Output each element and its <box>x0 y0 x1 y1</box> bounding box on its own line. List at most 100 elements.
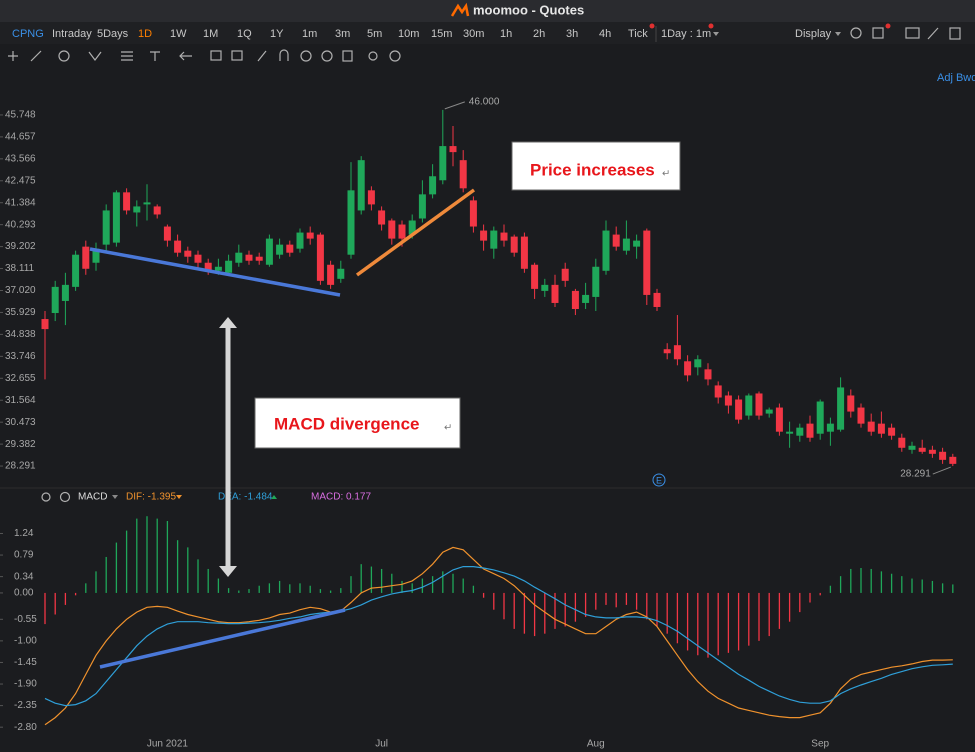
move-tool[interactable] <box>8 51 18 61</box>
camera-icon[interactable] <box>905 27 920 39</box>
hide-tool[interactable] <box>321 50 333 62</box>
candle-body <box>51 286 59 314</box>
low-label: 28.291 <box>900 469 931 480</box>
annotations: Price increases ↵ MACD divergence ↵ <box>89 141 681 669</box>
period-tab[interactable]: 3m <box>335 28 350 40</box>
candle-body <box>41 319 49 330</box>
period-tab[interactable]: 1m <box>302 28 317 40</box>
fib-tool[interactable] <box>121 51 133 61</box>
y-tick-label: 43.566 <box>5 153 36 164</box>
y-tick-label: 0.34 <box>14 571 34 582</box>
dropdown-caret[interactable] <box>112 495 118 499</box>
period-tab[interactable]: 30m <box>463 28 484 40</box>
y-tick-label: 1.24 <box>14 528 34 539</box>
candle-body <box>531 264 539 289</box>
period-tab[interactable]: 1D <box>138 28 152 40</box>
y-tick-label: 45.748 <box>5 110 36 121</box>
period-tab[interactable]: Tick <box>628 28 648 40</box>
copy-icon[interactable] <box>949 27 961 40</box>
period-tab[interactable]: 10m <box>398 28 419 40</box>
y-tick-label: 0.00 <box>14 588 34 599</box>
y-tick-label: 29.382 <box>5 439 36 450</box>
candle-body <box>153 206 161 215</box>
indicator-settings[interactable] <box>41 492 51 502</box>
candle-body <box>225 260 233 273</box>
caret[interactable] <box>835 32 841 36</box>
note-tool[interactable] <box>210 50 222 61</box>
dif-trend <box>176 495 182 499</box>
y-tick-label: 34.838 <box>5 329 36 340</box>
period-tab[interactable]: 4h <box>599 28 611 40</box>
drawing-toolbar <box>0 44 975 68</box>
window-title: moomoo - Quotes <box>473 2 584 17</box>
layout-icon[interactable] <box>872 27 884 39</box>
y-tick-label: -1.45 <box>14 657 37 668</box>
adjust-mode[interactable]: Adj Bwd <box>937 72 975 84</box>
candle-body <box>582 294 590 303</box>
line-tool[interactable] <box>30 50 42 62</box>
caret[interactable] <box>713 32 719 36</box>
text-tool[interactable] <box>150 51 160 61</box>
indicator-name[interactable]: MACD <box>78 492 107 503</box>
delete-tool[interactable] <box>342 50 353 62</box>
period-tab[interactable]: Intraday <box>52 28 92 40</box>
settings-tool[interactable] <box>389 50 401 62</box>
symbol[interactable]: CPNG <box>12 28 44 40</box>
x-tick-label: Jul <box>375 739 388 750</box>
period-tab[interactable]: 1h <box>500 28 512 40</box>
link-tool[interactable] <box>368 51 378 61</box>
candle-body <box>653 292 661 307</box>
macd-panel: MACD DIF: -1.395 DEA: -1.484 MACD: 0.177 1.2… <box>0 487 975 750</box>
candle-body <box>133 206 141 213</box>
period-tab[interactable]: 5m <box>367 28 382 40</box>
earnings-circle[interactable] <box>652 473 666 487</box>
indicator-close[interactable] <box>59 491 71 503</box>
arrow-tool[interactable] <box>179 51 192 61</box>
candle-body <box>367 190 375 205</box>
candle-body <box>255 256 263 261</box>
eye-tool[interactable] <box>300 50 312 62</box>
candle-body <box>735 399 743 420</box>
candle-body <box>357 160 365 211</box>
y-tick-label: 30.473 <box>5 417 36 428</box>
trend-line <box>89 247 341 297</box>
period-tab[interactable]: 2h <box>533 28 545 40</box>
circle-tool[interactable] <box>58 50 70 62</box>
period-tab[interactable]: 5Days <box>97 28 129 40</box>
period-tab[interactable]: 1M <box>203 28 218 40</box>
period-tab[interactable]: 1W <box>170 28 187 40</box>
return-mark: ↵ <box>662 169 670 180</box>
candle-body <box>398 224 406 239</box>
draw-icon[interactable] <box>927 27 939 40</box>
candle-body <box>602 230 610 271</box>
candle-body <box>347 190 355 255</box>
candle-body <box>276 244 284 255</box>
period-tab[interactable]: 3h <box>566 28 578 40</box>
candle-body <box>612 234 620 247</box>
candle-body <box>102 210 110 245</box>
candle-body <box>449 146 457 153</box>
candle-body <box>663 349 671 354</box>
y-tick-label: 40.293 <box>5 219 36 230</box>
pen-tool[interactable] <box>257 50 267 62</box>
period-select[interactable]: 1Day : 1m <box>661 28 711 40</box>
display-menu[interactable]: Display <box>795 28 832 40</box>
period-tab[interactable]: 15m <box>431 28 452 40</box>
event-marker: E <box>652 473 666 487</box>
high-label: 46.000 <box>469 97 500 108</box>
y-tick-label: 44.657 <box>5 132 36 143</box>
period-tab[interactable]: 1Q <box>237 28 252 40</box>
wave-tool[interactable] <box>88 51 102 61</box>
legend-label: DIF: -1.395 <box>126 492 176 503</box>
period-tab[interactable]: 1Y <box>270 28 284 40</box>
candle-body <box>694 359 702 368</box>
candle-body <box>510 236 518 253</box>
comment-tool[interactable] <box>231 50 243 61</box>
candle-body <box>928 449 936 454</box>
magnet-tool[interactable] <box>279 49 289 61</box>
candle-body <box>816 401 824 434</box>
settings-icon[interactable] <box>850 27 862 39</box>
earnings-label[interactable]: E <box>656 475 662 485</box>
